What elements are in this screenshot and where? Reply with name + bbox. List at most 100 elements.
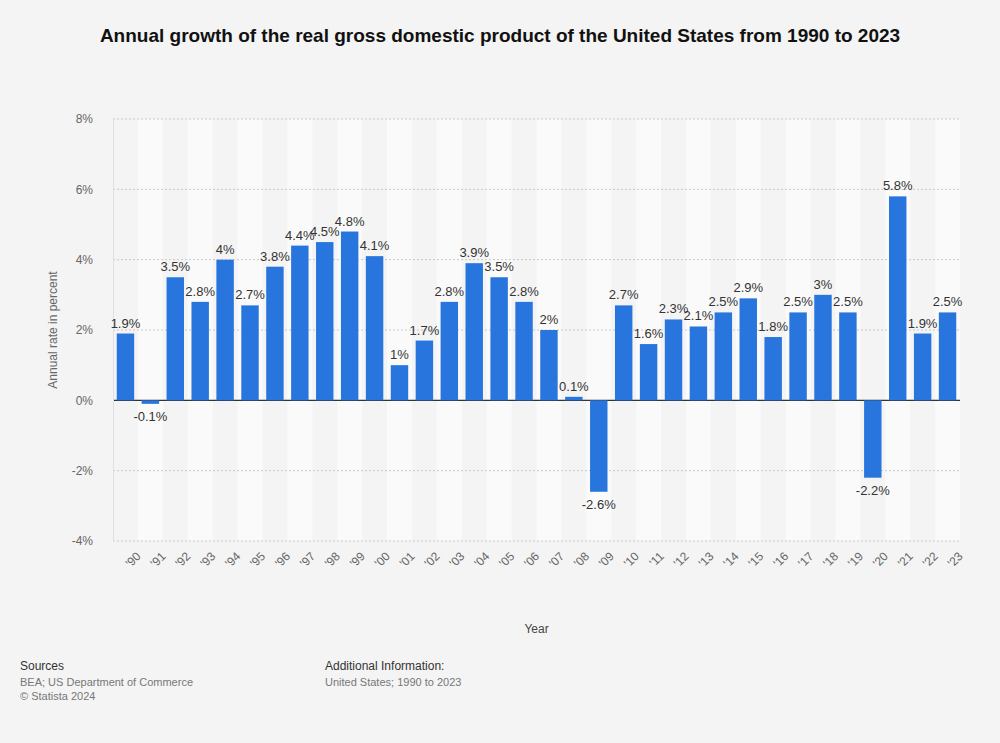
- column-stripe: [537, 119, 562, 541]
- x-tick: '97: [297, 541, 318, 570]
- data-label: 4.8%: [335, 214, 365, 229]
- x-tick-label: '93: [197, 549, 218, 570]
- data-label: 2.7%: [609, 287, 639, 302]
- bar: [441, 302, 458, 400]
- grid-line: [113, 189, 960, 190]
- x-tick: '90: [123, 541, 144, 570]
- x-tick-label: '97: [297, 549, 318, 570]
- y-tick: 4%: [76, 253, 113, 267]
- data-label: -2.6%: [582, 497, 616, 512]
- grid: [113, 119, 960, 541]
- y-tick-label: 4%: [76, 253, 94, 267]
- y-tick-label: 0%: [76, 394, 94, 408]
- bar: [540, 330, 557, 400]
- x-tick: '23: [945, 541, 966, 570]
- y-tick-label: 2%: [76, 323, 94, 337]
- bar: [914, 334, 931, 401]
- x-tick-label: '92: [172, 549, 193, 570]
- x-tick-label: '21: [895, 549, 916, 570]
- bar: [789, 312, 806, 400]
- bar: [690, 326, 707, 400]
- x-tick-label: '04: [471, 549, 492, 570]
- data-label: 2.5%: [833, 294, 863, 309]
- x-tick-label: '17: [795, 549, 816, 570]
- y-tick-label: -4%: [72, 534, 94, 548]
- data-label: 1.9%: [111, 316, 141, 331]
- x-tick: '16: [770, 541, 791, 570]
- data-label: 2.5%: [783, 294, 813, 309]
- info-title: Additional Information:: [325, 659, 444, 673]
- data-label: 2.1%: [684, 308, 714, 323]
- data-label: 2.5%: [709, 294, 739, 309]
- x-tick: '92: [172, 541, 193, 570]
- data-label: -0.1%: [133, 409, 167, 424]
- data-label: 1%: [390, 347, 409, 362]
- bars: [117, 196, 957, 491]
- x-tick-label: '08: [571, 549, 592, 570]
- x-tick: '09: [596, 541, 617, 570]
- bar: [391, 365, 408, 400]
- data-label: 2.5%: [933, 294, 963, 309]
- y-tick: -2%: [72, 464, 113, 478]
- x-tick: '93: [197, 541, 218, 570]
- y-tick-label: 6%: [76, 183, 94, 197]
- x-tick-label: '06: [521, 549, 542, 570]
- y-tick: -4%: [72, 534, 113, 548]
- x-tick-label: '98: [322, 549, 343, 570]
- data-label: 0.1%: [559, 379, 589, 394]
- bar: [889, 196, 906, 400]
- x-tick: '10: [621, 541, 642, 570]
- data-label: 2.8%: [434, 284, 464, 299]
- x-tick: '17: [795, 541, 816, 570]
- x-tick: '12: [671, 541, 692, 570]
- x-tick-label: '05: [496, 549, 517, 570]
- x-tick-label: '94: [222, 549, 243, 570]
- grid-line: [113, 541, 960, 542]
- grid-line: [113, 119, 960, 120]
- x-tick: '13: [696, 541, 717, 570]
- y-axis: -4%-2%0%2%4%6%8%: [72, 112, 114, 548]
- x-tick-label: '14: [721, 549, 742, 570]
- column-stripe: [188, 119, 213, 541]
- x-tick-label: '10: [621, 549, 642, 570]
- data-label: 3%: [814, 277, 833, 292]
- column-stripe: [337, 119, 362, 541]
- x-tick: '15: [745, 541, 766, 570]
- bar: [216, 260, 233, 401]
- column-stripe: [686, 119, 711, 541]
- bar: [814, 295, 831, 401]
- bar: [266, 267, 283, 401]
- bar: [490, 277, 507, 400]
- bar: [291, 246, 308, 401]
- x-tick: '02: [422, 541, 443, 570]
- bar: [167, 277, 184, 400]
- x-tick: '91: [148, 541, 169, 570]
- x-tick: '95: [247, 541, 268, 570]
- x-tick: '14: [721, 541, 742, 570]
- x-tick-label: '20: [870, 549, 891, 570]
- bar: [590, 400, 607, 491]
- column-stripe: [736, 119, 761, 541]
- x-tick-label: '01: [397, 549, 418, 570]
- bar: [764, 337, 781, 400]
- x-tick-label: '19: [845, 549, 866, 570]
- bar: [615, 305, 632, 400]
- x-tick: '94: [222, 541, 243, 570]
- data-label: 3.5%: [484, 259, 514, 274]
- bar: [316, 242, 333, 400]
- x-tick: '18: [820, 541, 841, 570]
- x-tick: '11: [646, 541, 667, 570]
- x-tick: '22: [920, 541, 941, 570]
- data-label: 2.7%: [235, 287, 265, 302]
- data-label: 1.7%: [410, 323, 440, 338]
- column-stripe: [238, 119, 263, 541]
- x-tick: '04: [471, 541, 492, 570]
- bar: [640, 344, 657, 400]
- bar: [740, 298, 757, 400]
- background: [0, 0, 1000, 743]
- grid-line: [113, 470, 960, 471]
- data-label: 3.5%: [160, 259, 190, 274]
- column-stripe: [835, 119, 860, 541]
- column-stripe: [786, 119, 811, 541]
- x-tick-label: '16: [770, 549, 791, 570]
